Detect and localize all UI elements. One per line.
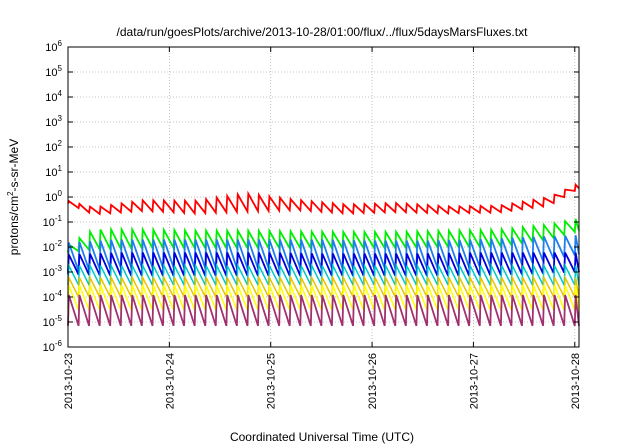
y-tick-base: 10	[43, 267, 55, 279]
y-tick-label: 10-3	[43, 264, 63, 279]
y-tick-exponent: 1	[58, 164, 63, 173]
y-axis-label-main: protons/cm	[7, 196, 21, 255]
y-tick-exponent: 3	[58, 114, 63, 123]
x-axis-label: Coordinated Universal Time (UTC)	[230, 430, 414, 444]
y-tick-base: 10	[45, 42, 57, 54]
y-tick-base: 10	[45, 92, 57, 104]
y-tick-label: 10-2	[43, 239, 63, 254]
y-tick-label: 10-5	[43, 314, 63, 329]
y-tick-exponent: 2	[58, 139, 63, 148]
series-line	[67, 294, 580, 327]
axes: 10-610-510-410-310-210-11001011021031041…	[43, 39, 582, 409]
y-tick-label: 10-4	[43, 289, 63, 304]
y-tick-exponent: -3	[55, 264, 63, 273]
series-line	[67, 182, 580, 216]
y-tick-exponent: -6	[55, 339, 63, 348]
y-tick-label: 10-6	[43, 339, 63, 354]
y-tick-exponent: -2	[55, 239, 63, 248]
y-tick-label: 10-1	[43, 214, 63, 229]
y-tick-base: 10	[43, 317, 55, 329]
series-lines	[67, 182, 580, 327]
y-tick-exponent: -1	[55, 214, 63, 223]
y-tick-label: 103	[45, 114, 62, 129]
chart-title: /data/run/goesPlots/archive/2013-10-28/0…	[117, 25, 529, 39]
y-tick-exponent: -4	[55, 289, 63, 298]
y-tick-base: 10	[45, 167, 57, 179]
y-tick-base: 10	[45, 142, 57, 154]
y-axis-label-sup: 2	[6, 191, 15, 196]
x-tick-label: 2013-10-25	[266, 353, 278, 409]
x-tick-label: 2013-10-26	[367, 353, 379, 409]
y-tick-exponent: 6	[58, 39, 63, 48]
y-tick-base: 10	[45, 192, 57, 204]
y-tick-label: 102	[45, 139, 62, 154]
x-tick-label: 2013-10-24	[164, 353, 176, 409]
y-tick-base: 10	[43, 342, 55, 354]
y-tick-exponent: 5	[58, 64, 63, 73]
y-axis-label-rest: -s-sr-MeV	[7, 139, 21, 192]
y-tick-base: 10	[43, 217, 55, 229]
y-tick-base: 10	[43, 242, 55, 254]
y-tick-exponent: 4	[58, 89, 63, 98]
y-tick-exponent: 0	[58, 189, 63, 198]
x-tick-label: 2013-10-28	[570, 353, 582, 409]
y-tick-label: 105	[45, 64, 62, 79]
y-tick-base: 10	[45, 67, 57, 79]
x-tick-label: 2013-10-23	[63, 353, 75, 409]
x-tick-label: 2013-10-27	[468, 353, 480, 409]
y-tick-base: 10	[43, 292, 55, 304]
y-tick-base: 10	[45, 117, 57, 129]
y-tick-label: 100	[45, 189, 62, 204]
y-axis-label: protons/cm2-s-sr-MeV	[6, 139, 21, 255]
y-tick-label: 104	[45, 89, 62, 104]
y-tick-label: 101	[45, 164, 62, 179]
y-tick-exponent: -5	[55, 314, 63, 323]
y-tick-label: 106	[45, 39, 62, 54]
